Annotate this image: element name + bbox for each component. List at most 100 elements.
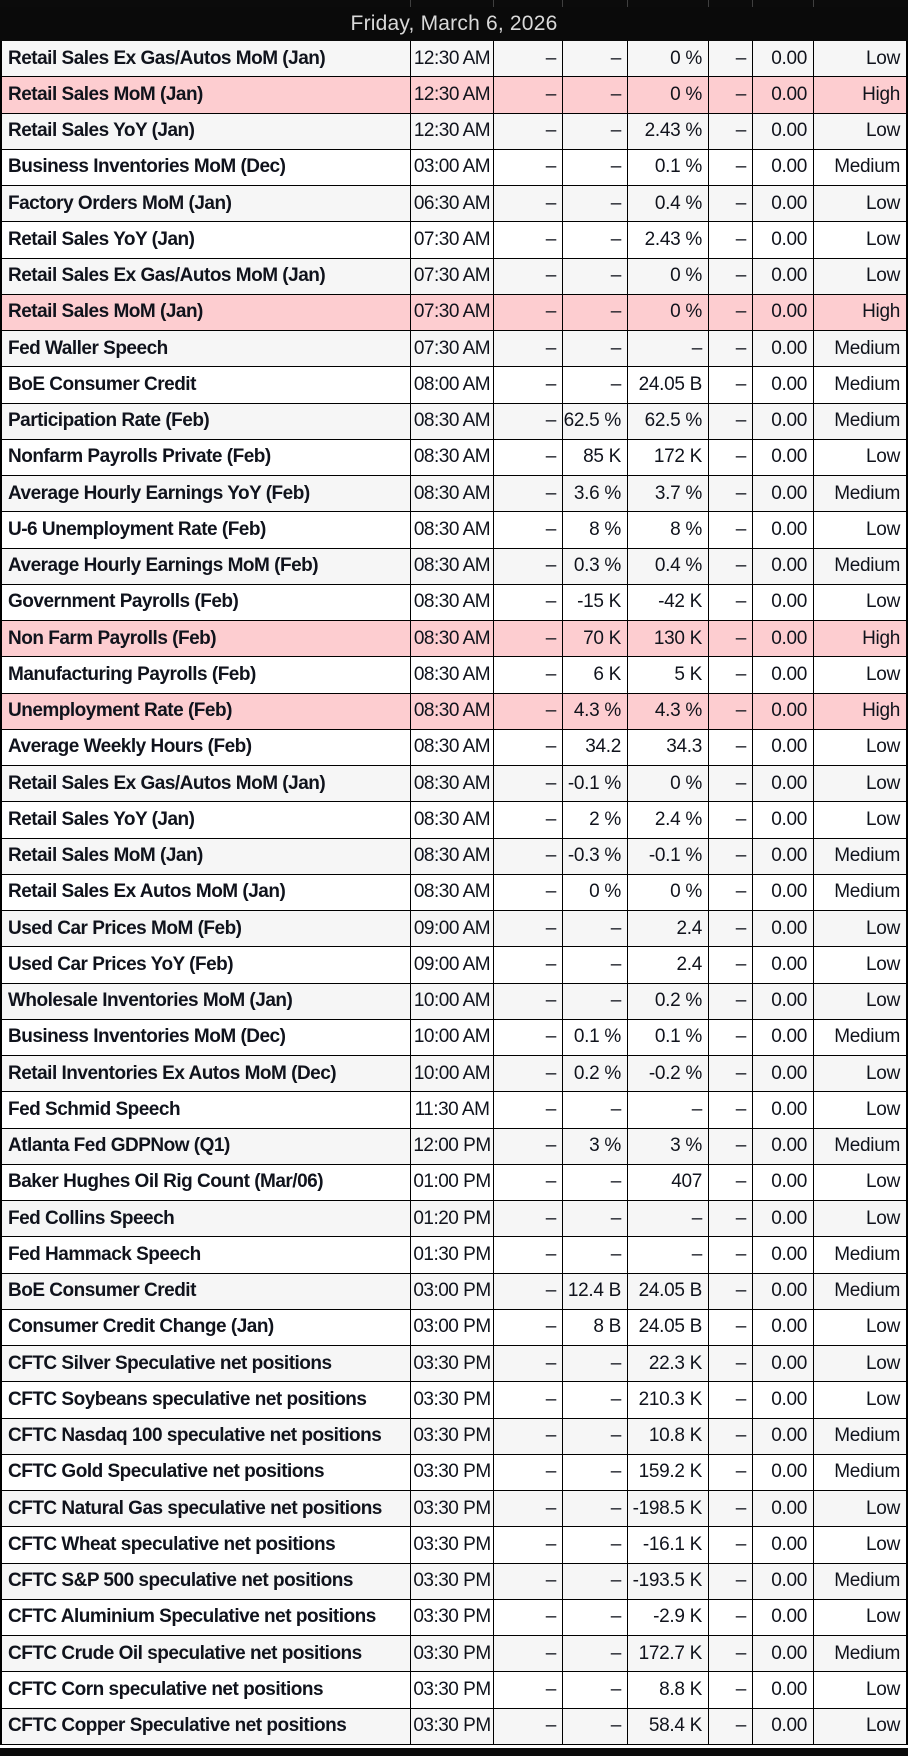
importance-label: Medium (834, 1425, 900, 1447)
value-col-1: – (494, 149, 563, 185)
calendar-event-row[interactable]: CFTC S&P 500 speculative net positions 0… (2, 1563, 906, 1600)
value-col-1: – (494, 1708, 563, 1744)
value-col-4: – (709, 1382, 753, 1418)
event-time: 08:30 AM (411, 657, 494, 693)
calendar-event-row[interactable]: Wholesale Inventories MoM (Jan) 10:00 AM… (2, 983, 906, 1020)
importance-label: Medium (834, 845, 900, 867)
event-time: 01:30 PM (411, 1237, 494, 1273)
value-col-3: 210.3 K (628, 1382, 709, 1418)
event-name: Consumer Credit Change (Jan) (2, 1309, 411, 1345)
calendar-event-row[interactable]: Retail Inventories Ex Autos MoM (Dec) 10… (2, 1056, 906, 1093)
calendar-event-row[interactable]: Used Car Prices MoM (Feb) 09:00 AM – – 2… (2, 911, 906, 948)
value-col-5: 0.00 (753, 258, 814, 294)
event-name: U-6 Unemployment Rate (Feb) (2, 512, 411, 548)
event-name: Retail Sales YoY (Jan) (2, 113, 411, 149)
calendar-event-row[interactable]: Baker Hughes Oil Rig Count (Mar/06) 01:0… (2, 1164, 906, 1201)
calendar-event-row[interactable]: Factory Orders MoM (Jan) 06:30 AM – – 0.… (2, 186, 906, 223)
calendar-event-row[interactable]: Fed Hammack Speech 01:30 PM – – – – 0.00… (2, 1237, 906, 1274)
value-col-4: – (709, 1346, 753, 1382)
value-col-5: 0.00 (753, 657, 814, 693)
calendar-event-row[interactable]: Average Weekly Hours (Feb) 08:30 AM – 34… (2, 729, 906, 766)
calendar-event-row[interactable]: CFTC Crude Oil speculative net positions… (2, 1636, 906, 1673)
calendar-event-row[interactable]: Average Hourly Earnings YoY (Feb) 08:30 … (2, 476, 906, 513)
calendar-event-row[interactable]: Manufacturing Payrolls (Feb) 08:30 AM – … (2, 657, 906, 694)
calendar-event-row[interactable]: Consumer Credit Change (Jan) 03:00 PM – … (2, 1309, 906, 1346)
importance-label: Low (866, 1352, 900, 1374)
calendar-event-row[interactable]: Retail Sales MoM (Jan) 08:30 AM – -0.3 %… (2, 838, 906, 875)
calendar-event-row[interactable]: CFTC Natural Gas speculative net positio… (2, 1491, 906, 1528)
calendar-event-row[interactable]: Retail Sales Ex Autos MoM (Jan) 08:30 AM… (2, 874, 906, 911)
value-col-2: – (563, 1454, 628, 1490)
event-time: 07:30 AM (411, 258, 494, 294)
calendar-event-row[interactable]: CFTC Gold Speculative net positions 03:3… (2, 1454, 906, 1491)
value-col-5: 0.00 (753, 294, 814, 330)
calendar-event-row[interactable]: Retail Sales MoM (Jan) 07:30 AM – – 0 % … (2, 294, 906, 331)
calendar-event-row[interactable]: Retail Sales YoY (Jan) 12:30 AM – – 2.43… (2, 113, 906, 150)
importance-label: Low (866, 591, 900, 613)
value-col-3: – (628, 1237, 709, 1273)
calendar-event-row[interactable]: Non Farm Payrolls (Feb) 08:30 AM – 70 K … (2, 621, 906, 658)
importance-label: Low (866, 1678, 900, 1700)
calendar-event-row[interactable]: Used Car Prices YoY (Feb) 09:00 AM – – 2… (2, 947, 906, 984)
value-col-4: – (709, 149, 753, 185)
event-name: Wholesale Inventories MoM (Jan) (2, 983, 411, 1019)
calendar-event-row[interactable]: Business Inventories MoM (Dec) 03:00 AM … (2, 149, 906, 186)
value-col-3: 8 % (628, 512, 709, 548)
calendar-event-row[interactable]: CFTC Nasdaq 100 speculative net position… (2, 1418, 906, 1455)
calendar-event-row[interactable]: CFTC Aluminium Speculative net positions… (2, 1599, 906, 1636)
calendar-event-row[interactable]: CFTC Copper Speculative net positions 03… (2, 1708, 906, 1745)
calendar-event-row[interactable]: Unemployment Rate (Feb) 08:30 AM – 4.3 %… (2, 693, 906, 730)
event-name: Manufacturing Payrolls (Feb) (2, 657, 411, 693)
calendar-event-row[interactable]: CFTC Corn speculative net positions 03:3… (2, 1672, 906, 1709)
value-col-3: 5 K (628, 657, 709, 693)
importance-label: Low (866, 47, 900, 69)
event-name: Retail Sales YoY (Jan) (2, 802, 411, 838)
calendar-event-row[interactable]: Retail Sales YoY (Jan) 07:30 AM – – 2.43… (2, 222, 906, 259)
value-col-3: 22.3 K (628, 1346, 709, 1382)
value-col-4: – (709, 1019, 753, 1055)
event-name: CFTC Copper Speculative net positions (2, 1708, 411, 1744)
calendar-event-row[interactable]: CFTC Silver Speculative net positions 03… (2, 1346, 906, 1383)
calendar-event-row[interactable]: Government Payrolls (Feb) 08:30 AM – -15… (2, 584, 906, 621)
value-col-5: 0.00 (753, 874, 814, 910)
importance-label: Low (866, 1497, 900, 1519)
calendar-event-row[interactable]: Nonfarm Payrolls Private (Feb) 08:30 AM … (2, 439, 906, 476)
value-col-3: 2.43 % (628, 222, 709, 258)
calendar-event-row[interactable]: CFTC Wheat speculative net positions 03:… (2, 1527, 906, 1564)
value-col-3: 3 % (628, 1128, 709, 1164)
calendar-event-row[interactable]: CFTC Soybeans speculative net positions … (2, 1382, 906, 1419)
calendar-event-row[interactable]: Fed Schmid Speech 11:30 AM – – – – 0.00 … (2, 1092, 906, 1129)
value-col-1: – (494, 77, 563, 113)
value-col-3: – (628, 1201, 709, 1237)
calendar-event-row[interactable]: Retail Sales YoY (Jan) 08:30 AM – 2 % 2.… (2, 802, 906, 839)
value-col-3: 8.8 K (628, 1672, 709, 1708)
value-col-1: – (494, 403, 563, 439)
calendar-event-row[interactable]: Retail Sales MoM (Jan) 12:30 AM – – 0 % … (2, 77, 906, 114)
calendar-event-row[interactable]: Participation Rate (Feb) 08:30 AM – 62.5… (2, 403, 906, 440)
edge-divider (814, 0, 908, 7)
calendar-event-row[interactable]: Fed Waller Speech 07:30 AM – – – – 0.00 … (2, 331, 906, 368)
calendar-event-row[interactable]: Average Hourly Earnings MoM (Feb) 08:30 … (2, 548, 906, 585)
value-col-3: 0.1 % (628, 149, 709, 185)
value-col-1: – (494, 113, 563, 149)
calendar-event-row[interactable]: Retail Sales Ex Gas/Autos MoM (Jan) 07:3… (2, 258, 906, 295)
value-col-4: – (709, 512, 753, 548)
event-time: 03:30 PM (411, 1563, 494, 1599)
value-col-4: – (709, 802, 753, 838)
calendar-event-row[interactable]: Retail Sales Ex Gas/Autos MoM (Jan) 12:3… (2, 41, 906, 78)
value-col-4: – (709, 838, 753, 874)
value-col-1: – (494, 1418, 563, 1454)
calendar-event-row[interactable]: Business Inventories MoM (Dec) 10:00 AM … (2, 1019, 906, 1056)
event-name: Factory Orders MoM (Jan) (2, 186, 411, 222)
calendar-event-row[interactable]: BoE Consumer Credit 08:00 AM – – 24.05 B… (2, 367, 906, 404)
value-col-5: 0.00 (753, 1527, 814, 1563)
importance-label: Low (866, 1207, 900, 1229)
event-time: 03:30 PM (411, 1527, 494, 1563)
calendar-event-row[interactable]: BoE Consumer Credit 03:00 PM – 12.4 B 24… (2, 1273, 906, 1310)
calendar-event-row[interactable]: Retail Sales Ex Gas/Autos MoM (Jan) 08:3… (2, 766, 906, 803)
calendar-event-row[interactable]: Fed Collins Speech 01:20 PM – – – – 0.00… (2, 1201, 906, 1238)
calendar-event-row[interactable]: Atlanta Fed GDPNow (Q1) 12:00 PM – 3 % 3… (2, 1128, 906, 1165)
calendar-event-row[interactable]: U-6 Unemployment Rate (Feb) 08:30 AM – 8… (2, 512, 906, 549)
value-col-5: 0.00 (753, 113, 814, 149)
event-time: 08:30 AM (411, 439, 494, 475)
